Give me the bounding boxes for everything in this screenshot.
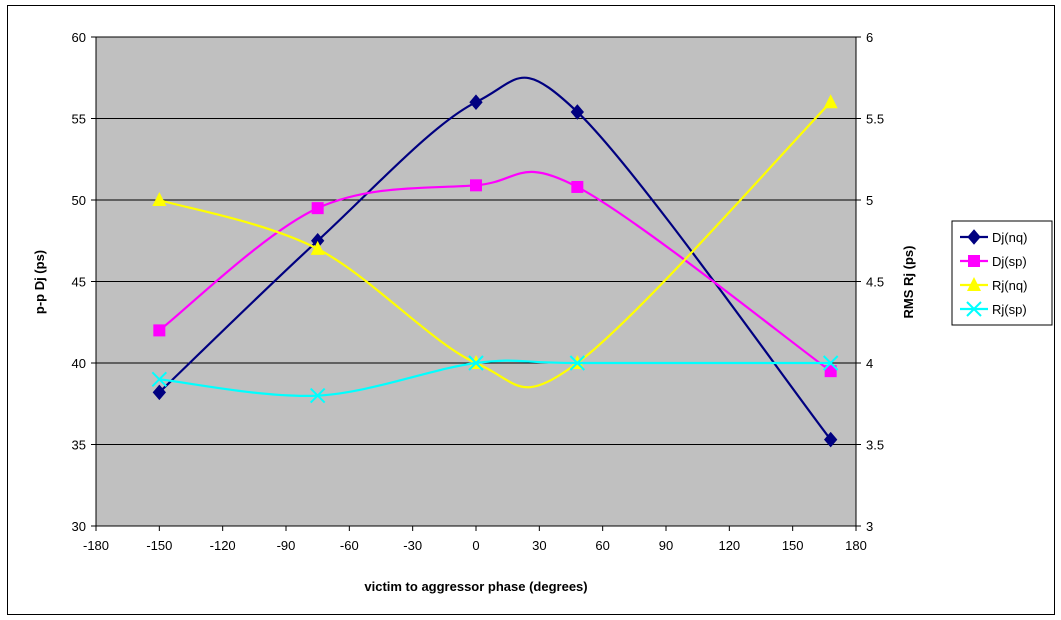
- y-right-tick-label: 5: [866, 193, 873, 208]
- series-line-dj-nq: [158, 76, 832, 441]
- plot-area: [95, 36, 857, 527]
- data-point-rj-sp: [468, 355, 484, 371]
- data-point-dj-sp: [470, 179, 482, 192]
- marker-stroke: [569, 355, 586, 371]
- marker-stroke: [966, 301, 982, 317]
- data-point-dj-nq: [469, 94, 483, 110]
- x-tick-label: -180: [83, 538, 109, 553]
- series-rj-sp: [151, 355, 839, 404]
- y-right-tick-label: 4: [866, 356, 873, 371]
- y-axis-right-title: RMS Rj (ps): [901, 246, 916, 319]
- x-tick-label: 180: [845, 538, 867, 553]
- marker-stroke: [309, 387, 326, 404]
- data-point-dj-sp: [571, 180, 584, 193]
- x-tick-label: -150: [146, 538, 172, 553]
- series-dj-sp: [153, 170, 837, 378]
- y-left-tick-label: 55: [72, 112, 86, 127]
- data-point-dj-nq: [152, 384, 166, 401]
- data-point-dj-nq: [570, 104, 584, 120]
- marker-stroke: [822, 355, 839, 371]
- series-group: [151, 76, 839, 448]
- marker-stroke: [468, 355, 484, 371]
- x-tick-label: 0: [472, 538, 479, 553]
- legend-marker-dj-nq: [967, 229, 981, 245]
- legend-marker-dj-sp: [968, 255, 980, 267]
- x-tick-label: -90: [277, 538, 296, 553]
- x-axis-title: victim to aggressor phase (degrees): [364, 579, 587, 594]
- y-right-tick-label: 4.5: [866, 275, 884, 290]
- axes: -180 -150 -120 -90 -60 -30 0 30 60 90 120 150 180 30 3…: [72, 30, 885, 553]
- data-point-dj-sp: [311, 202, 324, 215]
- data-point-rj-sp: [151, 371, 168, 388]
- y-left-tick-label: 35: [72, 438, 86, 453]
- x-tick-label: -60: [340, 538, 359, 553]
- x-tick-label: 120: [718, 538, 740, 553]
- legend: Dj(nq) Dj(sp) Rj(nq) Rj(sp): [951, 220, 1053, 326]
- y-right-tick-label: 5.5: [866, 112, 884, 127]
- y-axis-left-title: p-p Dj (ps): [32, 250, 47, 314]
- y-left-tick-label: 50: [72, 193, 86, 208]
- x-tick-label: 150: [782, 538, 804, 553]
- data-point-dj-nq: [824, 431, 838, 448]
- y-right-tick-label: 3.5: [866, 438, 884, 453]
- series-dj-nq: [152, 76, 838, 448]
- y-left-tick-label: 40: [72, 356, 86, 371]
- legend-label-dj-sp: Dj(sp): [992, 254, 1027, 269]
- series-line-rj-nq: [159, 101, 832, 389]
- x-tick-label: 30: [532, 538, 546, 553]
- marker-stroke: [151, 371, 168, 388]
- data-point-dj-sp: [153, 324, 166, 337]
- legend-marker-rj-nq: [967, 277, 981, 291]
- legend-label-rj-nq: Rj(nq): [992, 278, 1027, 293]
- y-right-tick-label: 3: [866, 519, 873, 534]
- x-tick-label: 60: [595, 538, 609, 553]
- legend-marker-rj-sp: [966, 301, 982, 317]
- y-right-tick-label: 6: [866, 30, 873, 45]
- data-point-rj-sp: [822, 355, 839, 371]
- data-point-rj-nq: [310, 240, 325, 255]
- legend-label-rj-sp: Rj(sp): [992, 302, 1027, 317]
- x-tick-label: -30: [403, 538, 422, 553]
- y-left-tick-label: 60: [72, 30, 86, 45]
- data-point-rj-nq: [823, 94, 838, 109]
- y-left-tick-label: 30: [72, 519, 86, 534]
- data-point-rj-nq: [152, 192, 167, 206]
- x-tick-label: -120: [210, 538, 236, 553]
- x-tick-label: 90: [659, 538, 673, 553]
- data-point-dj-sp: [824, 365, 837, 378]
- data-point-rj-sp: [569, 355, 586, 371]
- y-left-tick-label: 45: [72, 275, 86, 290]
- legend-label-dj-nq: Dj(nq): [992, 230, 1027, 245]
- data-point-rj-sp: [309, 387, 326, 404]
